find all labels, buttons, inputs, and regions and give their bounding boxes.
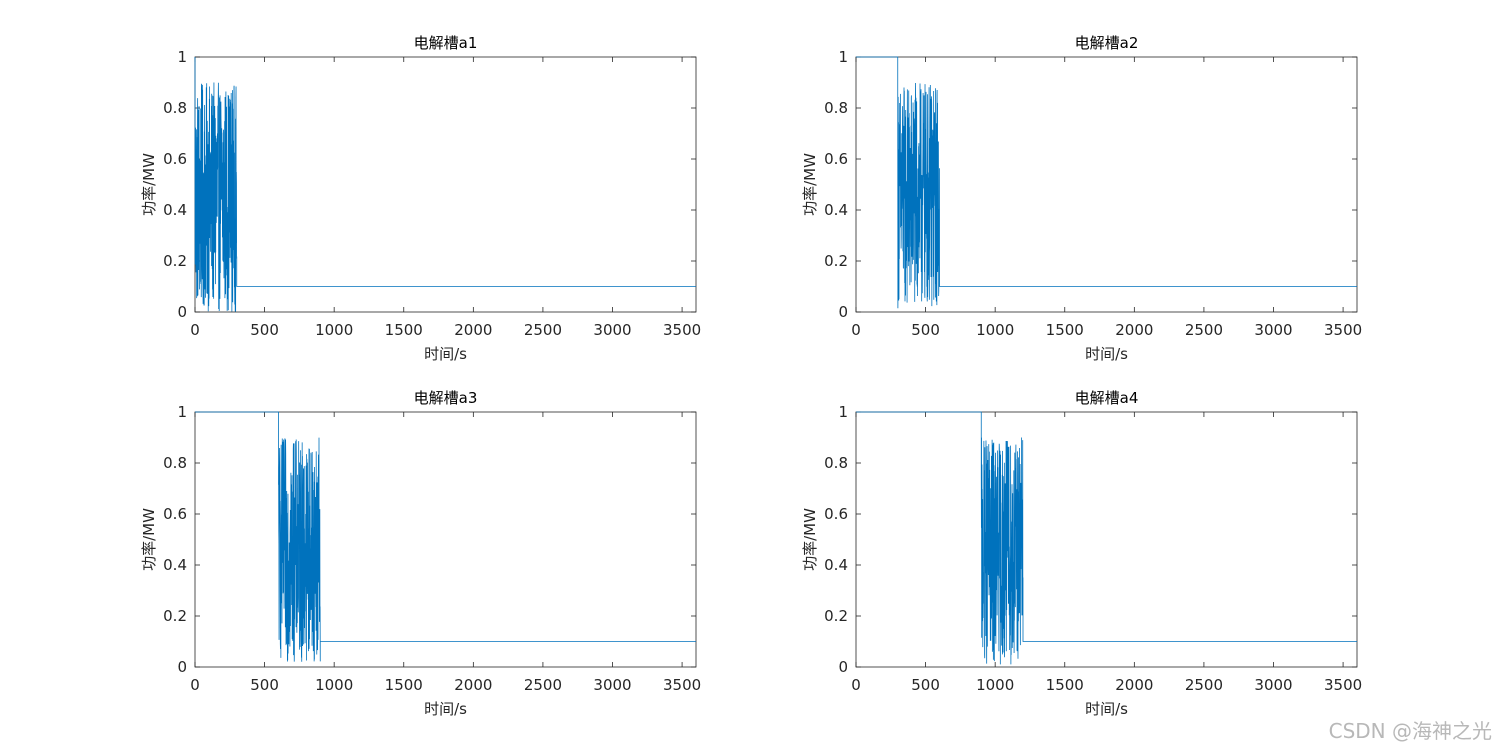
x-tick-label: 500 xyxy=(911,676,940,694)
x-tick-label: 2500 xyxy=(524,676,562,694)
x-tick-label: 1000 xyxy=(315,676,353,694)
y-tick-label: 0.8 xyxy=(163,454,187,472)
y-axis-label: 功率/MW xyxy=(140,508,158,571)
y-tick-label: 0 xyxy=(177,658,187,676)
x-tick-label: 1500 xyxy=(385,676,423,694)
x-tick-label: 1000 xyxy=(976,676,1014,694)
x-axis-label: 时间/s xyxy=(1085,700,1128,718)
y-tick-label: 0.2 xyxy=(163,252,187,270)
x-tick-label: 2500 xyxy=(524,321,562,339)
y-tick-label: 1 xyxy=(838,403,848,421)
subplot-3: 电解槽a3 0 500 1000 1500 2000 2500 3000 3500 0 0.2 0.4… xyxy=(140,389,701,718)
y-tick-label: 0.4 xyxy=(163,556,187,574)
x-tick-label: 0 xyxy=(190,321,200,339)
x-tick-label: 2000 xyxy=(454,676,492,694)
y-tick-label: 0.2 xyxy=(824,252,848,270)
axes-box xyxy=(855,411,1358,668)
x-tick-label: 3500 xyxy=(1324,321,1362,339)
watermark: CSDN @海神之光 xyxy=(1328,719,1492,743)
x-tick-label: 2500 xyxy=(1185,676,1223,694)
y-tick-label: 0.4 xyxy=(824,556,848,574)
subplot-title: 电解槽a3 xyxy=(414,389,478,407)
x-tick-label: 2000 xyxy=(1115,321,1153,339)
x-tick-label: 3000 xyxy=(593,321,631,339)
y-tick-label: 1 xyxy=(177,48,187,66)
axes-box xyxy=(194,411,697,668)
x-axis-label: 时间/s xyxy=(1085,345,1128,363)
subplot-1: 电解槽a1 0 500 1000 1500 2000 2500 3000 3500 0 0.2 0.4… xyxy=(140,34,701,363)
x-axis-label: 时间/s xyxy=(424,700,467,718)
x-tick-label: 3500 xyxy=(663,676,701,694)
x-tick-label: 1500 xyxy=(385,321,423,339)
x-tick-label: 1000 xyxy=(315,321,353,339)
series-line xyxy=(195,411,696,662)
subplot-4: 电解槽a4 0 500 1000 1500 2000 2500 3000 3500 0 0.2 0.4… xyxy=(801,389,1362,718)
x-tick-label: 2500 xyxy=(1185,321,1223,339)
subplot-title: 电解槽a1 xyxy=(414,34,478,52)
x-tick-label: 3500 xyxy=(663,321,701,339)
x-tick-label: 500 xyxy=(250,321,279,339)
y-tick-label: 0.2 xyxy=(824,607,848,625)
series-line xyxy=(194,57,696,312)
y-tick-label: 0.2 xyxy=(163,607,187,625)
subplot-title: 电解槽a4 xyxy=(1075,389,1139,407)
y-tick-label: 0 xyxy=(838,658,848,676)
subplot-2: 电解槽a2 0 500 1000 1500 2000 2500 3000 3500 0 0.2 0.4… xyxy=(801,34,1362,363)
x-tick-label: 500 xyxy=(911,321,940,339)
y-tick-label: 0.6 xyxy=(163,150,187,168)
x-tick-label: 0 xyxy=(190,676,200,694)
x-tick-label: 0 xyxy=(851,676,861,694)
y-tick-label: 0 xyxy=(177,303,187,321)
x-tick-label: 0 xyxy=(851,321,861,339)
x-tick-label: 3000 xyxy=(1254,321,1292,339)
y-axis-label: 功率/MW xyxy=(801,508,819,571)
series-line xyxy=(856,411,1357,665)
x-tick-label: 3500 xyxy=(1324,676,1362,694)
subplot-title: 电解槽a2 xyxy=(1075,34,1139,52)
x-tick-label: 500 xyxy=(250,676,279,694)
y-tick-label: 0.8 xyxy=(163,99,187,117)
axes-box xyxy=(194,56,697,313)
y-axis-label: 功率/MW xyxy=(801,153,819,216)
series-line xyxy=(856,56,1357,309)
x-tick-label: 3000 xyxy=(1254,676,1292,694)
y-tick-label: 1 xyxy=(177,403,187,421)
y-tick-label: 0.8 xyxy=(824,99,848,117)
x-tick-label: 2000 xyxy=(454,321,492,339)
x-tick-label: 3000 xyxy=(593,676,631,694)
x-tick-label: 1500 xyxy=(1046,676,1084,694)
x-tick-label: 2000 xyxy=(1115,676,1153,694)
x-axis-label: 时间/s xyxy=(424,345,467,363)
y-tick-label: 0.4 xyxy=(163,201,187,219)
y-tick-label: 0.6 xyxy=(824,150,848,168)
y-tick-label: 0.4 xyxy=(824,201,848,219)
x-tick-label: 1500 xyxy=(1046,321,1084,339)
y-tick-label: 0.6 xyxy=(163,505,187,523)
x-tick-label: 1000 xyxy=(976,321,1014,339)
y-tick-label: 0.8 xyxy=(824,454,848,472)
y-tick-label: 0.6 xyxy=(824,505,848,523)
y-tick-label: 0 xyxy=(838,303,848,321)
y-tick-label: 1 xyxy=(838,48,848,66)
y-axis-label: 功率/MW xyxy=(140,153,158,216)
